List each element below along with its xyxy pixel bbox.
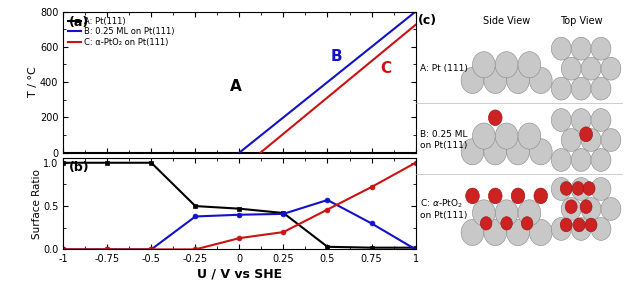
Circle shape [518,200,541,226]
Circle shape [473,200,495,226]
Circle shape [571,148,591,171]
Circle shape [507,67,530,93]
Circle shape [461,67,484,93]
Circle shape [561,218,572,232]
Circle shape [507,220,530,246]
Circle shape [484,67,507,93]
Circle shape [561,128,581,151]
Circle shape [571,177,591,200]
Circle shape [461,139,484,165]
Circle shape [601,197,621,220]
Circle shape [495,123,518,149]
Circle shape [507,139,530,165]
Circle shape [591,148,611,171]
Circle shape [489,188,502,204]
Circle shape [551,77,571,100]
Y-axis label: T / °C: T / °C [28,67,39,97]
Text: C: C [380,61,391,76]
Circle shape [591,218,611,240]
Circle shape [521,217,533,230]
Circle shape [466,188,479,204]
Circle shape [581,128,601,151]
Circle shape [591,77,611,100]
Circle shape [571,37,591,60]
Circle shape [461,220,484,246]
Circle shape [484,220,507,246]
Circle shape [585,218,597,232]
Text: B: 0.25 ML
on Pt(111): B: 0.25 ML on Pt(111) [420,130,467,150]
Text: A: Pt (111): A: Pt (111) [420,64,468,73]
Circle shape [601,57,621,80]
Circle shape [530,67,552,93]
Circle shape [591,109,611,131]
Circle shape [572,182,584,195]
Circle shape [561,182,572,195]
Circle shape [581,57,601,80]
Circle shape [551,218,571,240]
Circle shape [551,148,571,171]
Circle shape [495,52,518,78]
Circle shape [518,52,541,78]
Text: Side View: Side View [483,16,530,26]
Circle shape [518,123,541,149]
Circle shape [534,188,547,204]
Text: B: B [331,49,342,64]
Circle shape [571,109,591,131]
Circle shape [551,109,571,131]
Circle shape [580,200,592,213]
Circle shape [501,217,513,230]
Circle shape [473,123,495,149]
Circle shape [580,127,593,142]
Circle shape [581,197,601,220]
Circle shape [591,177,611,200]
Text: (c): (c) [418,14,437,27]
Circle shape [561,197,581,220]
Circle shape [530,139,552,165]
Circle shape [571,218,591,240]
Text: A: A [230,79,241,94]
Circle shape [601,128,621,151]
Circle shape [480,217,492,230]
Circle shape [484,139,507,165]
Circle shape [573,218,585,232]
Circle shape [583,182,595,195]
Circle shape [551,37,571,60]
Circle shape [530,220,552,246]
Text: Top View: Top View [560,16,602,26]
Circle shape [511,188,525,204]
Circle shape [561,57,581,80]
Circle shape [571,77,591,100]
Circle shape [565,200,577,213]
Legend: A: Pt(111), B: 0.25 ML on Pt(111), C: α-PtO₂ on Pt(111): A: Pt(111), B: 0.25 ML on Pt(111), C: α-… [65,13,178,50]
Circle shape [591,37,611,60]
Text: C: $\alpha$-PtO$_2$
on Pt(111): C: $\alpha$-PtO$_2$ on Pt(111) [420,197,467,220]
Circle shape [489,110,502,126]
Circle shape [495,200,518,226]
X-axis label: U / V vs SHE: U / V vs SHE [197,267,282,280]
Text: (b): (b) [68,161,89,174]
Y-axis label: Surface Ratio: Surface Ratio [32,169,42,239]
Text: (a): (a) [68,16,88,29]
Circle shape [551,177,571,200]
Circle shape [473,52,495,78]
